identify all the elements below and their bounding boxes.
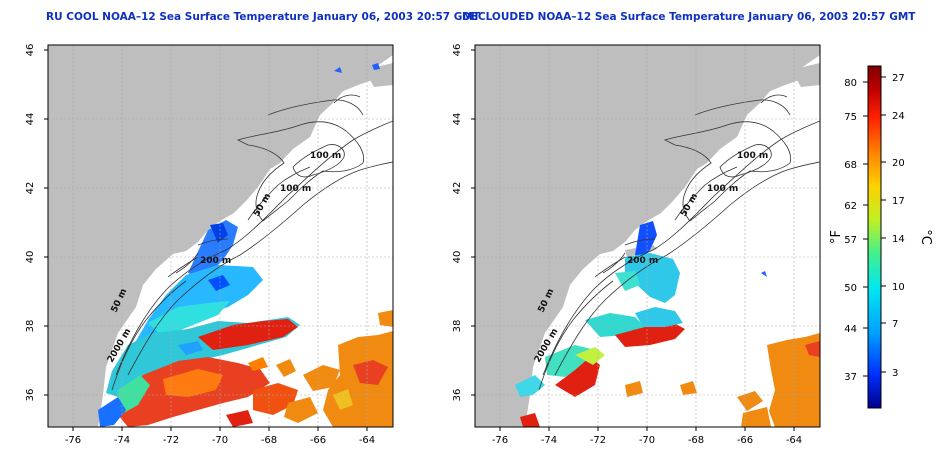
contour-label: 100 m [707,184,738,194]
y-axis-labels: 36 38 40 42 44 46 [452,44,463,402]
sst-data-layer [98,63,393,427]
c-tick-label: 10 [892,282,905,293]
x-axis-labels: -76 -74 -72 -70 -68 -66 -64 [65,435,375,446]
f-tick-label: 44 [844,324,857,335]
f-tick-label: 57 [844,235,857,246]
c-tick-label: 3 [892,368,898,379]
fahrenheit-unit-label: °F [829,230,844,244]
c-tick-label: 27 [892,73,905,84]
y-tick-label: 36 [25,389,36,402]
x-tick-label: -70 [212,435,228,446]
x-tick-label: -68 [688,435,704,446]
contour-label: 100 m [737,151,768,161]
celsius-ticks: 27 24 20 17 14 10 7 3 [892,73,905,379]
x-tick-label: -72 [163,435,179,446]
y-tick-label: 42 [25,182,36,195]
y-tick-label: 46 [452,44,463,57]
y-tick-label: 42 [452,182,463,195]
right-panel-title: DECLOUDED NOAA–12 Sea Surface Temperatur… [462,11,916,23]
f-tick-label: 37 [844,372,857,383]
contour-label: 100 m [280,184,311,194]
x-tick-label: -68 [261,435,277,446]
sst-data-layer [515,221,820,427]
x-tick-label: -66 [737,435,753,446]
y-tick-label: 36 [452,389,463,402]
x-tick-label: -76 [492,435,508,446]
c-tick-label: 14 [892,234,905,245]
x-tick-label: -64 [786,435,802,446]
y-tick-label: 38 [25,320,36,333]
y-tick-label: 44 [25,113,36,126]
x-tick-label: -70 [639,435,655,446]
y-tick-label: 44 [452,113,463,126]
f-tick-label: 62 [844,201,857,212]
c-tick-label: 24 [892,111,905,122]
x-tick-label: -66 [310,435,326,446]
f-tick-label: 80 [844,78,857,89]
y-tick-label: 46 [25,44,36,57]
contour-label: 200 m [200,256,231,266]
x-axis-labels: -76 -74 -72 -70 -68 -66 -64 [492,435,802,446]
fahrenheit-ticks: 80 75 68 62 57 50 44 37 [844,78,857,383]
f-tick-label: 68 [844,160,857,171]
x-tick-label: -74 [114,435,130,446]
x-tick-label: -76 [65,435,81,446]
y-axis-labels: 36 38 40 42 44 46 [25,44,36,402]
x-tick-label: -74 [541,435,557,446]
f-tick-label: 75 [844,112,857,123]
c-tick-label: 17 [892,196,905,207]
y-tick-label: 40 [452,251,463,264]
x-tick-label: -64 [359,435,375,446]
y-tick-label: 40 [25,251,36,264]
contour-label: 100 m [310,151,341,161]
f-tick-label: 50 [844,283,857,294]
y-tick-label: 38 [452,320,463,333]
right-map-panel: 100 m 100 m 50 m 200 m 50 m 2000 m -76 -… [452,44,821,446]
left-map-panel: 100 m 100 m 50 m 200 m 50 m 2000 m -76 -… [25,44,394,446]
temperature-colorbar: 80 75 68 62 57 50 44 37 27 24 20 17 14 1… [829,65,933,409]
contour-label: 200 m [627,256,658,266]
c-tick-label: 20 [892,158,905,169]
celsius-unit-label: °C [918,229,933,245]
colorbar-gradient [867,65,882,409]
left-panel-title: RU COOL NOAA–12 Sea Surface Temperature … [46,11,480,23]
x-tick-label: -72 [590,435,606,446]
c-tick-label: 7 [892,319,898,330]
